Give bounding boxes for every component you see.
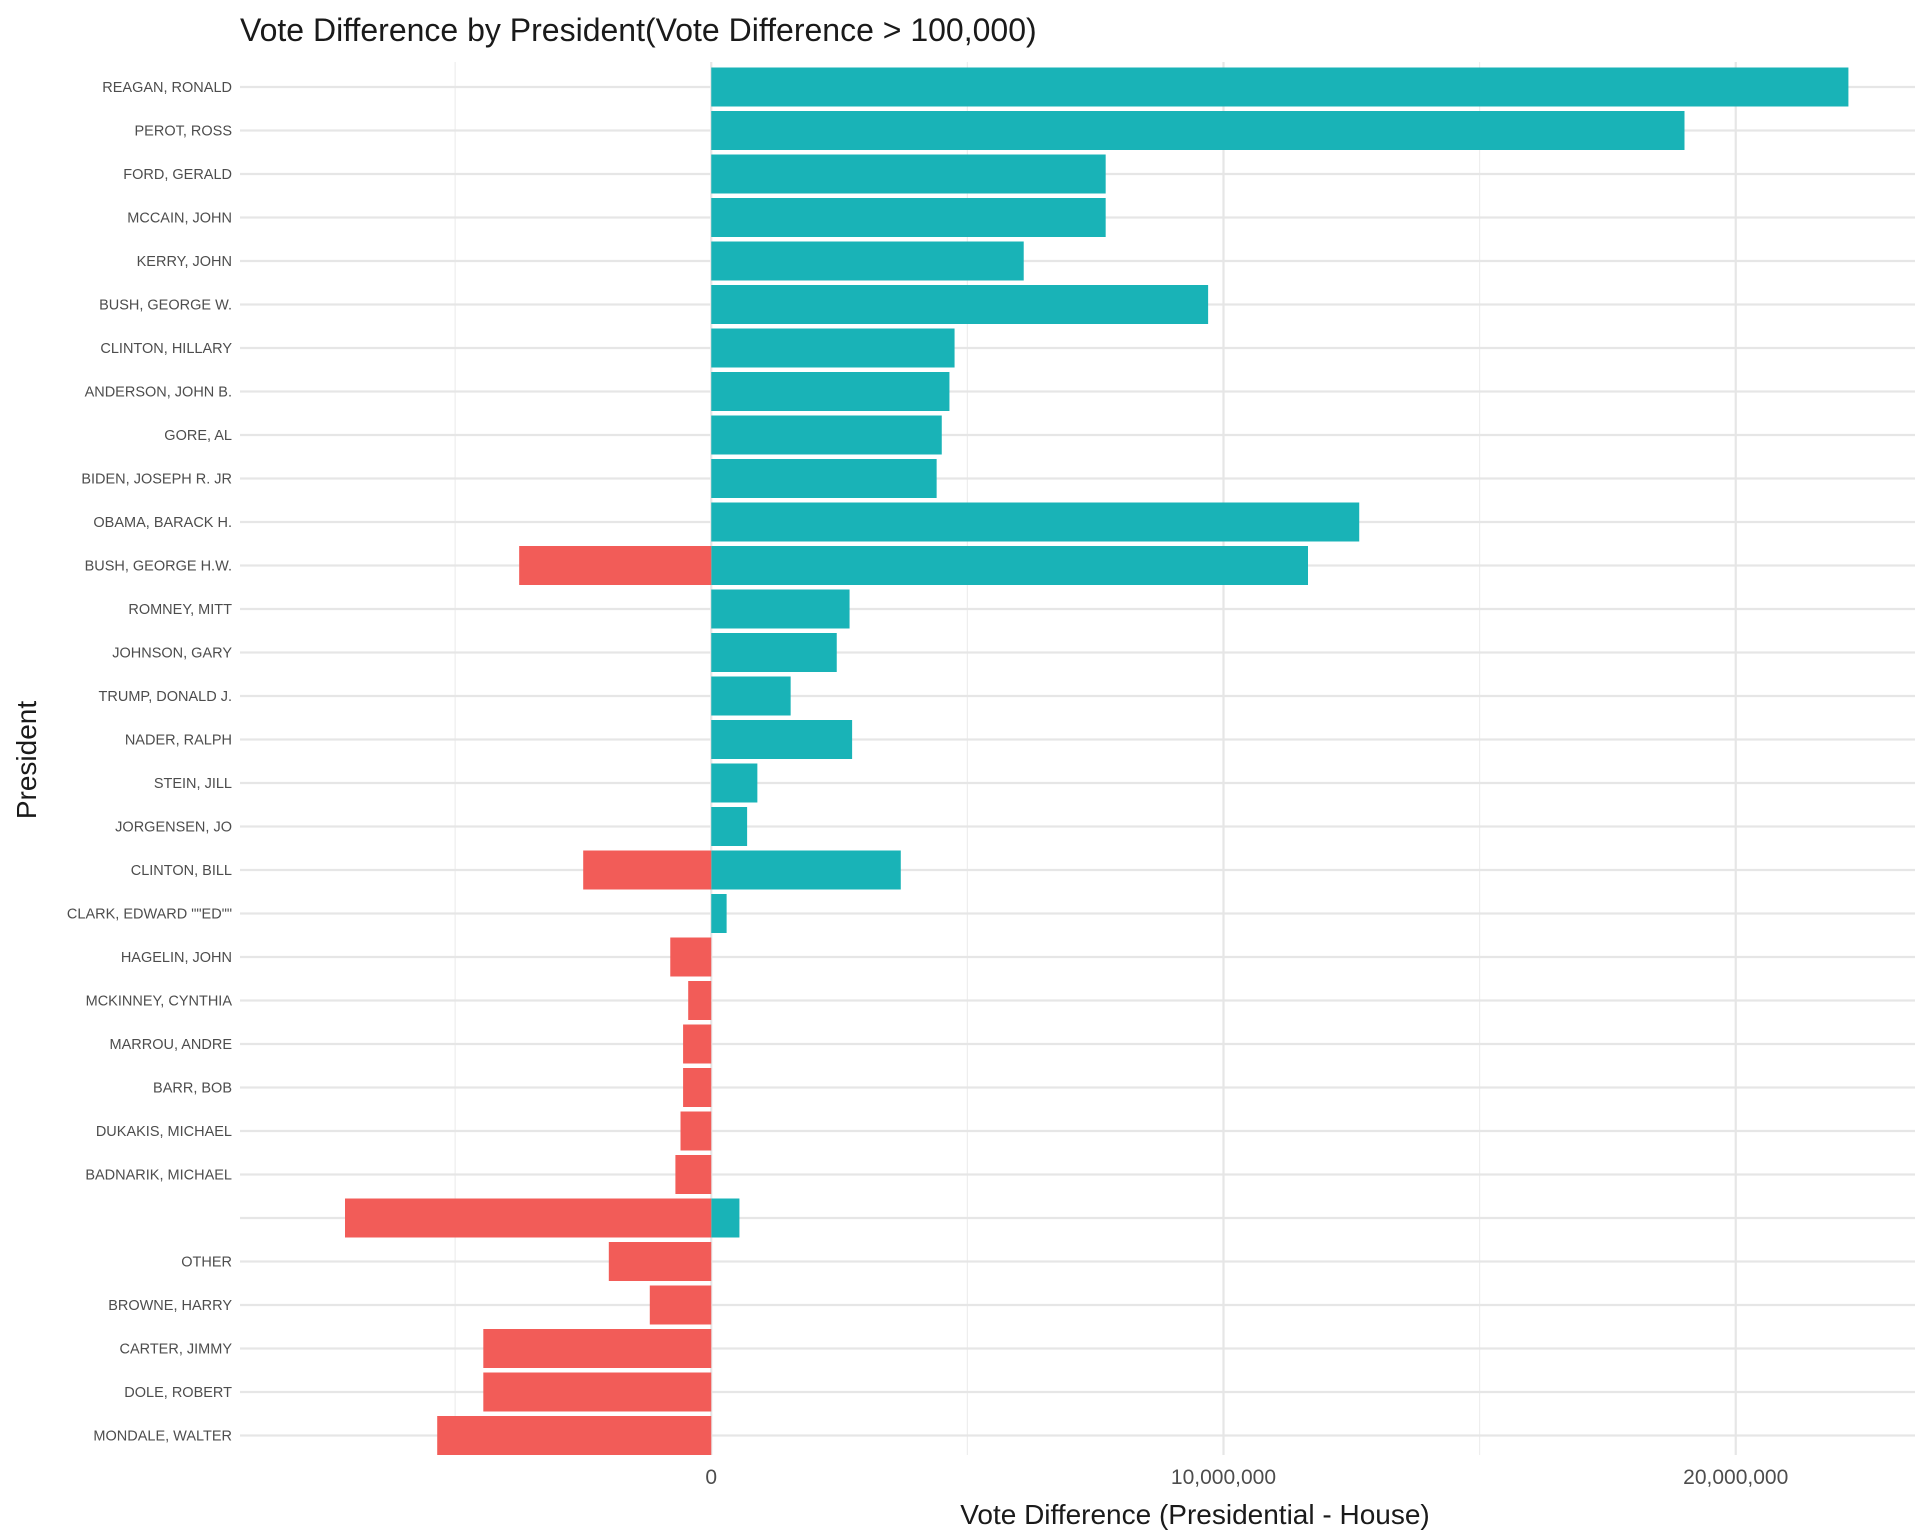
y-tick-label: MONDALE, WALTER	[93, 1429, 232, 1445]
negative-bar	[345, 1198, 712, 1238]
y-tick-label: REAGAN, RONALD	[102, 80, 232, 96]
positive-bar	[711, 285, 1209, 324]
positive-bar	[711, 720, 853, 759]
bars	[345, 67, 1849, 1455]
negative-bar	[608, 1242, 712, 1281]
y-tick-label: TRUMP, DONALD J.	[99, 689, 232, 705]
major-gridlines	[240, 62, 1915, 1455]
y-tick-label: CARTER, JIMMY	[119, 1342, 232, 1358]
y-tick-label: FORD, GERALD	[123, 167, 232, 183]
y-tick-label: MCCAIN, JOHN	[127, 211, 232, 227]
y-tick-label: CLINTON, BILL	[131, 863, 232, 879]
positive-bar	[711, 111, 1685, 150]
negative-bar	[683, 1024, 712, 1064]
positive-bar	[711, 502, 1360, 542]
positive-bar	[711, 372, 950, 411]
negative-bar	[437, 1416, 712, 1455]
positive-bar	[711, 459, 937, 498]
negative-bar	[583, 850, 712, 890]
y-tick-label: JOHNSON, GARY	[112, 646, 232, 662]
negative-bar	[680, 1111, 712, 1151]
y-tick-label: STEIN, JILL	[154, 776, 232, 792]
negative-bar	[483, 1372, 712, 1412]
negative-bar	[483, 1329, 712, 1368]
y-tick-label: CLARK, EDWARD ""ED""	[67, 907, 232, 923]
y-tick-label: JORGENSEN, JO	[115, 820, 232, 836]
positive-bar	[711, 589, 850, 629]
x-axis-title: Vote Difference (Presidential - House)	[960, 1499, 1430, 1530]
positive-bar	[711, 546, 1309, 585]
positive-bar	[711, 67, 1849, 107]
y-tick-label: BARR, BOB	[153, 1081, 232, 1097]
y-tick-label: BIDEN, JOSEPH R. JR	[81, 472, 232, 488]
y-tick-label: BADNARIK, MICHAEL	[85, 1168, 232, 1184]
negative-bar	[649, 1285, 712, 1325]
positive-bar	[711, 633, 837, 672]
x-tick-label: 0	[705, 1466, 717, 1489]
negative-bar	[519, 546, 712, 585]
positive-bar	[711, 328, 955, 368]
y-tick-label: BUSH, GEORGE W.	[99, 298, 232, 314]
positive-bar	[711, 154, 1106, 194]
y-tick-label: ROMNEY, MITT	[128, 602, 232, 618]
y-tick-label: GORE, AL	[164, 428, 232, 444]
y-axis-title: President	[11, 701, 42, 820]
negative-bar	[683, 1068, 712, 1107]
y-tick-label: HAGELIN, JOHN	[121, 950, 232, 966]
y-tick-label: DOLE, ROBERT	[124, 1385, 232, 1401]
y-tick-label: BROWNE, HARRY	[108, 1298, 232, 1314]
positive-bar	[711, 198, 1106, 237]
y-tick-label: PEROT, ROSS	[135, 124, 233, 140]
y-tick-label: NADER, RALPH	[125, 733, 232, 749]
y-tick-label: CLINTON, HILLARY	[100, 341, 232, 357]
x-tick-label: 10,000,000	[1171, 1466, 1276, 1489]
x-tick-labels: 0 10,000,000 20,000,000	[705, 1466, 1788, 1489]
y-tick-label: ANDERSON, JOHN B.	[85, 385, 232, 401]
positive-bar	[711, 850, 901, 890]
x-tick-label: 20,000,000	[1683, 1466, 1788, 1489]
positive-bar	[711, 807, 748, 846]
negative-bar	[688, 981, 712, 1020]
y-tick-labels: REAGAN, RONALD PEROT, ROSS FORD, GERALD MCC…	[67, 80, 232, 1445]
positive-bar	[711, 763, 758, 803]
positive-bar	[711, 241, 1024, 281]
y-tick-label: BUSH, GEORGE H.W.	[85, 559, 232, 575]
y-tick-label: MARROU, ANDRE	[110, 1037, 233, 1053]
positive-bar	[711, 1198, 740, 1238]
negative-bar	[670, 937, 712, 977]
negative-bar	[675, 1155, 712, 1194]
positive-bar	[711, 415, 942, 455]
y-tick-label: DUKAKIS, MICHAEL	[96, 1124, 232, 1140]
y-tick-label: OBAMA, BARACK H.	[93, 515, 232, 531]
positive-bar	[711, 676, 791, 716]
chart-title: Vote Difference by President(Vote Differ…	[240, 12, 1037, 48]
positive-bar	[711, 894, 727, 933]
y-tick-label: KERRY, JOHN	[137, 254, 232, 270]
y-tick-label: OTHER	[181, 1255, 232, 1271]
y-tick-label: MCKINNEY, CYNTHIA	[86, 994, 233, 1010]
